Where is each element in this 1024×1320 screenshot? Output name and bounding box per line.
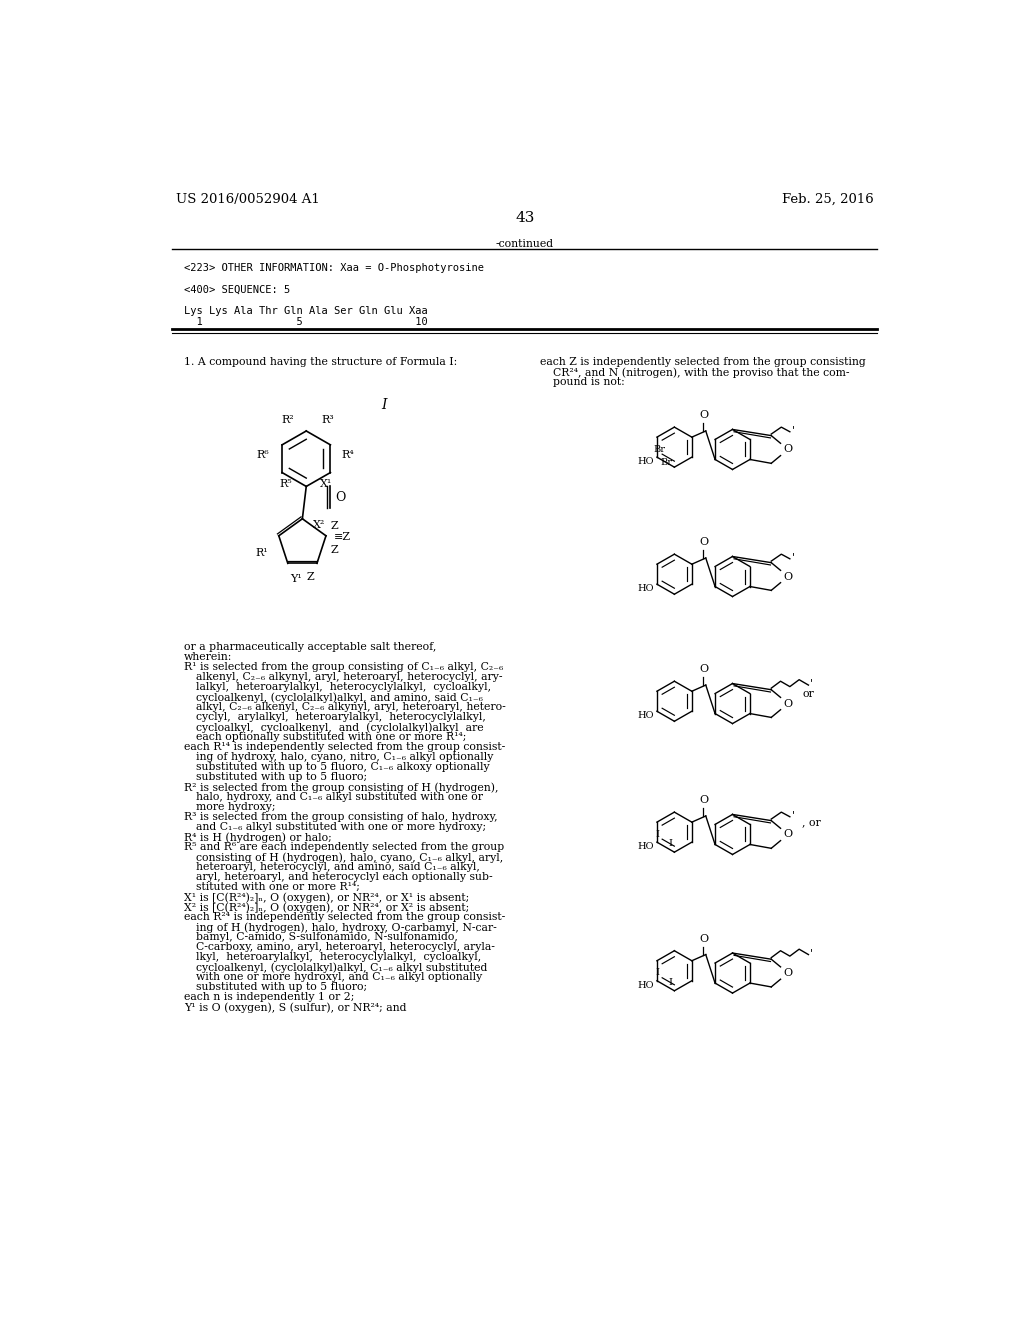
Text: each n is independently 1 or 2;: each n is independently 1 or 2; xyxy=(183,993,354,1002)
Text: ': ' xyxy=(792,425,795,436)
Text: CR²⁴, and N (nitrogen), with the proviso that the com-: CR²⁴, and N (nitrogen), with the proviso… xyxy=(553,367,849,378)
Text: I: I xyxy=(655,830,658,838)
Text: or a pharmaceutically acceptable salt thereof,: or a pharmaceutically acceptable salt th… xyxy=(183,642,436,652)
Text: Z: Z xyxy=(331,521,339,532)
Text: O: O xyxy=(699,795,708,805)
Text: O: O xyxy=(335,491,345,504)
Text: 43: 43 xyxy=(515,211,535,224)
Text: R³ is selected from the group consisting of halo, hydroxy,: R³ is selected from the group consisting… xyxy=(183,812,498,822)
Text: X¹: X¹ xyxy=(321,479,333,488)
Text: aryl, heteroaryl, and heterocyclyl each optionally sub-: aryl, heteroaryl, and heterocyclyl each … xyxy=(197,873,493,882)
Text: O: O xyxy=(783,698,792,709)
Text: R⁵: R⁵ xyxy=(280,479,292,488)
Text: ≡Z: ≡Z xyxy=(334,532,350,543)
Text: Lys Lys Ala Thr Gln Ala Ser Gln Glu Xaa: Lys Lys Ala Thr Gln Ala Ser Gln Glu Xaa xyxy=(183,306,428,317)
Text: Z: Z xyxy=(306,572,314,582)
Text: with one or more hydroxyl, and C₁₋₆ alkyl optionally: with one or more hydroxyl, and C₁₋₆ alky… xyxy=(197,973,482,982)
Text: Z: Z xyxy=(331,545,339,554)
Text: I: I xyxy=(655,969,658,977)
Text: -continued: -continued xyxy=(496,239,554,249)
Text: cycloalkenyl, (cyclolalkyl)alkyl, C₁₋₆ alkyl substituted: cycloalkenyl, (cyclolalkyl)alkyl, C₁₋₆ a… xyxy=(197,962,487,973)
Text: or: or xyxy=(802,689,814,698)
Text: ': ' xyxy=(792,810,795,820)
Text: bamyl, C-amido, S-sulfonamido, N-sulfonamido,: bamyl, C-amido, S-sulfonamido, N-sulfona… xyxy=(197,932,458,942)
Text: Br: Br xyxy=(660,458,672,467)
Text: pound is not:: pound is not: xyxy=(553,378,625,387)
Text: O: O xyxy=(699,664,708,675)
Text: more hydroxy;: more hydroxy; xyxy=(197,803,275,812)
Text: substituted with up to 5 fluoro, C₁₋₆ alkoxy optionally: substituted with up to 5 fluoro, C₁₋₆ al… xyxy=(197,762,489,772)
Text: 1. A compound having the structure of Formula I:: 1. A compound having the structure of Fo… xyxy=(183,358,457,367)
Text: cyclyl,  arylalkyl,  heteroarylalkyl,  heterocyclylalkyl,: cyclyl, arylalkyl, heteroarylalkyl, hete… xyxy=(197,711,486,722)
Text: HO: HO xyxy=(637,585,654,593)
Text: heteroaryl, heterocyclyl, and amino, said C₁₋₆ alkyl,: heteroaryl, heterocyclyl, and amino, sai… xyxy=(197,862,480,873)
Text: substituted with up to 5 fluoro;: substituted with up to 5 fluoro; xyxy=(197,772,368,781)
Text: X² is [C(R²⁴)₂]ₙ, O (oxygen), or NR²⁴, or X² is absent;: X² is [C(R²⁴)₂]ₙ, O (oxygen), or NR²⁴, o… xyxy=(183,903,469,913)
Text: R⁴: R⁴ xyxy=(342,450,354,459)
Text: Feb. 25, 2016: Feb. 25, 2016 xyxy=(781,193,873,206)
Text: O: O xyxy=(699,411,708,420)
Text: R¹: R¹ xyxy=(256,548,268,557)
Text: ing of H (hydrogen), halo, hydroxy, O-carbamyl, N-car-: ing of H (hydrogen), halo, hydroxy, O-ca… xyxy=(197,923,497,933)
Text: lkyl,  heteroarylalkyl,  heterocyclylalkyl,  cycloalkyl,: lkyl, heteroarylalkyl, heterocyclylalkyl… xyxy=(197,952,481,962)
Text: alkyl, C₂₋₆ alkenyl, C₂₋₆ alkynyl, aryl, heteroaryl, hetero-: alkyl, C₂₋₆ alkenyl, C₂₋₆ alkynyl, aryl,… xyxy=(197,702,506,711)
Text: Y¹ is O (oxygen), S (sulfur), or NR²⁴; and: Y¹ is O (oxygen), S (sulfur), or NR²⁴; a… xyxy=(183,1002,407,1012)
Text: and C₁₋₆ alkyl substituted with one or more hydroxy;: and C₁₋₆ alkyl substituted with one or m… xyxy=(197,822,486,832)
Text: HO: HO xyxy=(637,842,654,851)
Text: cycloalkenyl, (cyclolalkyl)alkyl, and amino, said C₁₋₆: cycloalkenyl, (cyclolalkyl)alkyl, and am… xyxy=(197,692,483,702)
Text: ing of hydroxy, halo, cyano, nitro, C₁₋₆ alkyl optionally: ing of hydroxy, halo, cyano, nitro, C₁₋₆… xyxy=(197,752,494,762)
Text: each R¹⁴ is independently selected from the group consist-: each R¹⁴ is independently selected from … xyxy=(183,742,505,752)
Text: O: O xyxy=(783,968,792,978)
Text: I: I xyxy=(668,840,672,849)
Text: HO: HO xyxy=(637,711,654,721)
Text: R²: R² xyxy=(282,414,295,425)
Text: X¹ is [C(R²⁴)₂]ₙ, O (oxygen), or NR²⁴, or X¹ is absent;: X¹ is [C(R²⁴)₂]ₙ, O (oxygen), or NR²⁴, o… xyxy=(183,892,469,903)
Text: , or: , or xyxy=(802,817,821,828)
Text: ': ' xyxy=(810,948,813,958)
Text: Br: Br xyxy=(653,445,666,454)
Text: <223> OTHER INFORMATION: Xaa = O-Phosphotyrosine: <223> OTHER INFORMATION: Xaa = O-Phospho… xyxy=(183,263,483,273)
Text: each Z is independently selected from the group consisting: each Z is independently selected from th… xyxy=(541,358,866,367)
Text: R³: R³ xyxy=(322,414,335,425)
Text: I: I xyxy=(381,397,386,412)
Text: R² is selected from the group consisting of H (hydrogen),: R² is selected from the group consisting… xyxy=(183,781,499,793)
Text: R⁶: R⁶ xyxy=(256,450,269,459)
Text: <400> SEQUENCE: 5: <400> SEQUENCE: 5 xyxy=(183,285,290,294)
Text: I: I xyxy=(668,978,672,987)
Text: alkenyl, C₂₋₆ alkynyl, aryl, heteroaryl, heterocyclyl, ary-: alkenyl, C₂₋₆ alkynyl, aryl, heteroaryl,… xyxy=(197,672,503,682)
Text: consisting of H (hydrogen), halo, cyano, C₁₋₆ alkyl, aryl,: consisting of H (hydrogen), halo, cyano,… xyxy=(197,853,504,863)
Text: substituted with up to 5 fluoro;: substituted with up to 5 fluoro; xyxy=(197,982,368,993)
Text: O: O xyxy=(699,537,708,548)
Text: X²: X² xyxy=(312,520,325,529)
Text: stituted with one or more R¹⁴;: stituted with one or more R¹⁴; xyxy=(197,882,360,892)
Text: ': ' xyxy=(792,552,795,562)
Text: halo, hydroxy, and C₁₋₆ alkyl substituted with one or: halo, hydroxy, and C₁₋₆ alkyl substitute… xyxy=(197,792,483,803)
Text: O: O xyxy=(783,572,792,582)
Text: O: O xyxy=(699,933,708,944)
Text: cycloalkyl,  cycloalkenyl,  and  (cyclolalkyl)alkyl  are: cycloalkyl, cycloalkenyl, and (cyclolalk… xyxy=(197,722,483,733)
Text: US 2016/0052904 A1: US 2016/0052904 A1 xyxy=(176,193,319,206)
Text: HO: HO xyxy=(637,981,654,990)
Text: O: O xyxy=(783,445,792,454)
Text: 1               5                  10: 1 5 10 xyxy=(183,317,428,327)
Text: wherein:: wherein: xyxy=(183,652,232,661)
Text: R⁴ is H (hydrogen) or halo;: R⁴ is H (hydrogen) or halo; xyxy=(183,832,332,842)
Text: Y¹: Y¹ xyxy=(290,574,302,585)
Text: ': ' xyxy=(810,678,813,689)
Text: lalkyl,  heteroarylalkyl,  heterocyclylalkyl,  cycloalkyl,: lalkyl, heteroarylalkyl, heterocyclylalk… xyxy=(197,682,492,692)
Text: HO: HO xyxy=(637,457,654,466)
Text: R⁵ and R⁶ are each independently selected from the group: R⁵ and R⁶ are each independently selecte… xyxy=(183,842,504,853)
Text: R¹ is selected from the group consisting of C₁₋₆ alkyl, C₂₋₆: R¹ is selected from the group consisting… xyxy=(183,663,503,672)
Text: C-carboxy, amino, aryl, heteroaryl, heterocyclyl, aryla-: C-carboxy, amino, aryl, heteroaryl, hete… xyxy=(197,942,495,952)
Text: each R²⁴ is independently selected from the group consist-: each R²⁴ is independently selected from … xyxy=(183,912,505,923)
Text: each optionally substituted with one or more R¹⁴;: each optionally substituted with one or … xyxy=(197,733,467,742)
Text: O: O xyxy=(783,829,792,840)
